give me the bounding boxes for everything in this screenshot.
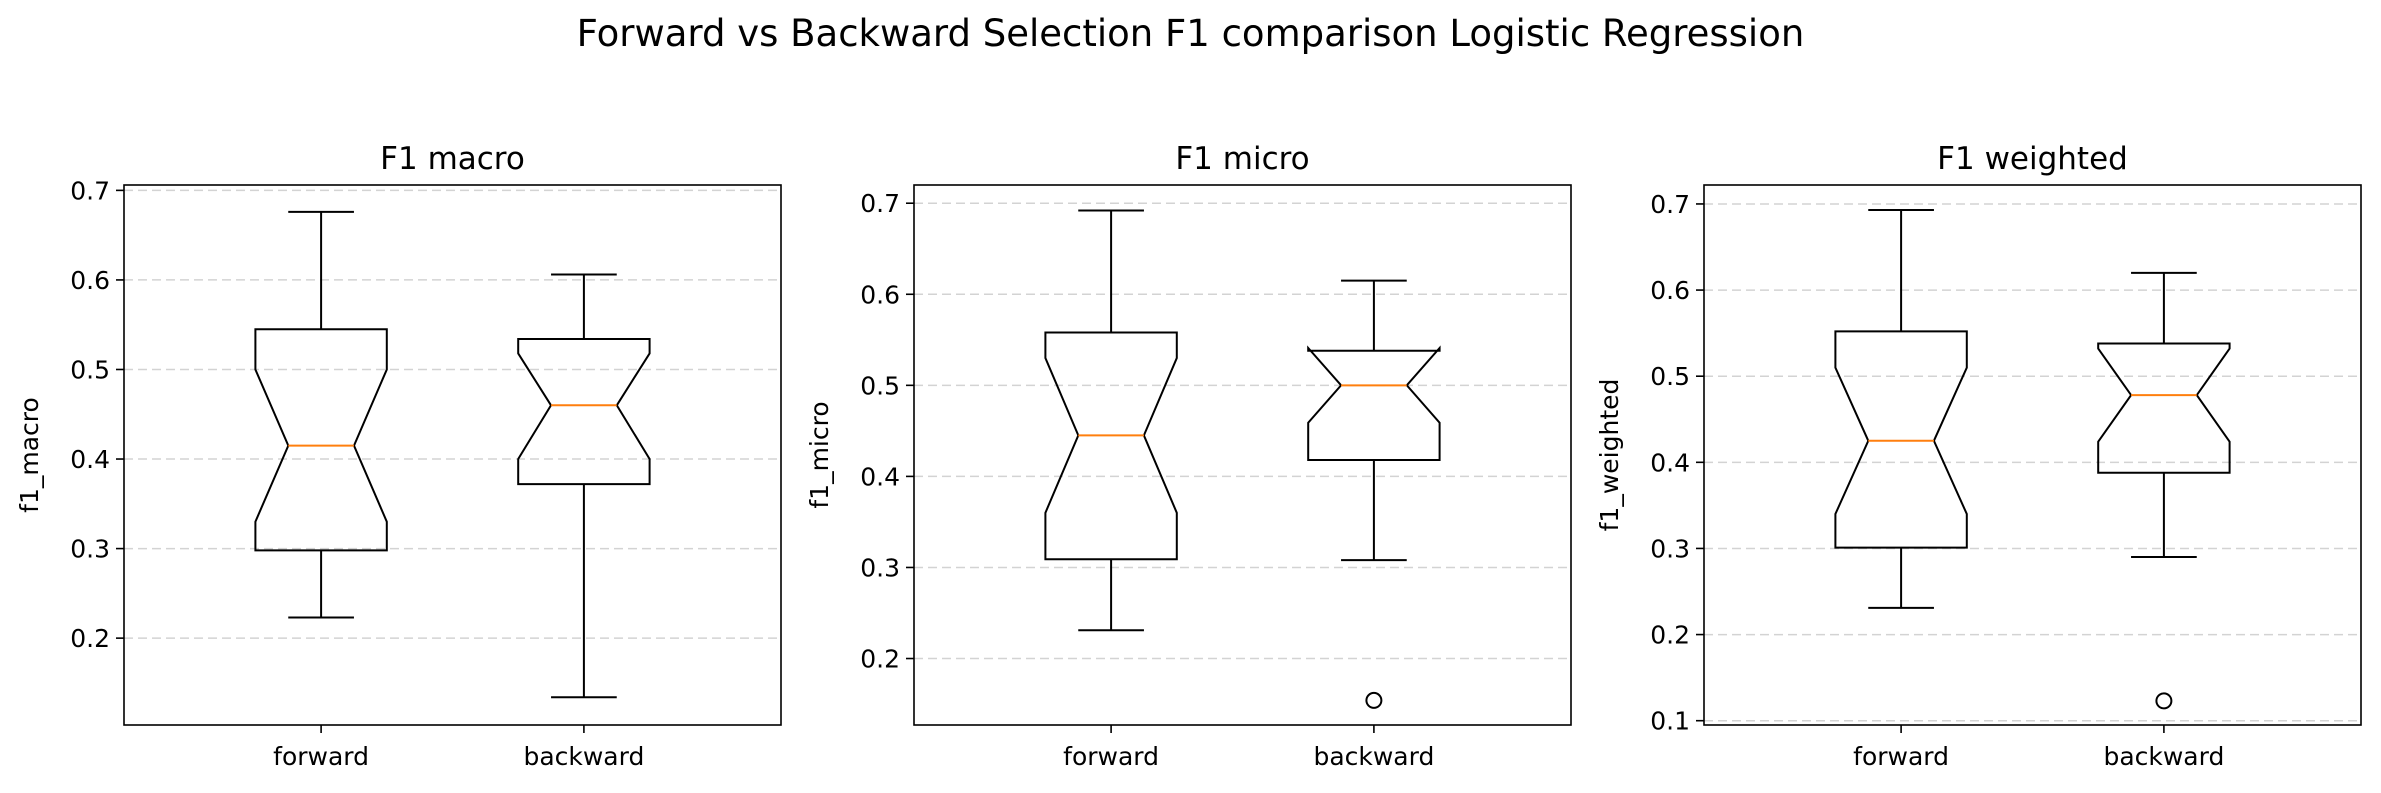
axes-frame	[1703, 184, 2362, 726]
y-tick-label: 0.2	[860, 645, 900, 674]
y-axis-label: f1_macro	[15, 397, 44, 513]
y-tick-label: 0.5	[70, 355, 110, 384]
y-tick-label: 0.5	[1650, 362, 1690, 391]
y-axis-label: f1_micro	[805, 401, 834, 508]
box-backward	[517, 338, 651, 486]
subplot-title: F1 macro	[380, 141, 525, 177]
box-forward	[254, 328, 388, 552]
y-tick-label: 0.7	[1650, 190, 1690, 219]
outlier-point	[1365, 691, 1383, 709]
y-tick-label: 0.7	[860, 189, 900, 218]
box-backward	[2097, 342, 2231, 474]
box-forward	[1834, 330, 1968, 549]
y-tick-label: 0.4	[1650, 448, 1690, 477]
outlier-point	[2155, 692, 2173, 710]
y-tick-label: 0.3	[860, 553, 900, 582]
axes-frame	[123, 184, 782, 726]
subplot-title: F1 weighted	[1937, 141, 2128, 177]
x-tick-label: backward	[1313, 742, 1434, 771]
y-tick-label: 0.3	[70, 535, 110, 564]
x-tick-label: backward	[523, 742, 644, 771]
x-tick-label: forward	[1853, 742, 1949, 771]
y-tick-label: 0.7	[70, 176, 110, 205]
axes-frame	[913, 184, 1572, 726]
y-tick-label: 0.2	[1650, 621, 1690, 650]
y-tick-label: 0.4	[860, 462, 900, 491]
subplot-title: F1 micro	[1175, 141, 1309, 177]
box-forward	[1044, 331, 1178, 561]
y-tick-label: 0.2	[70, 624, 110, 653]
y-tick-label: 0.6	[70, 266, 110, 295]
box-backward	[1307, 345, 1441, 461]
x-tick-label: backward	[2103, 742, 2224, 771]
y-tick-label: 0.3	[1650, 534, 1690, 563]
x-tick-label: forward	[273, 742, 369, 771]
y-tick-label: 0.4	[70, 445, 110, 474]
figure-title: Forward vs Backward Selection F1 compari…	[576, 12, 1805, 55]
y-tick-label: 0.6	[860, 280, 900, 309]
y-tick-label: 0.5	[860, 371, 900, 400]
x-tick-label: forward	[1063, 742, 1159, 771]
y-tick-label: 0.1	[1650, 707, 1690, 736]
y-axis-label: f1_weighted	[1595, 379, 1624, 532]
y-tick-label: 0.6	[1650, 276, 1690, 305]
